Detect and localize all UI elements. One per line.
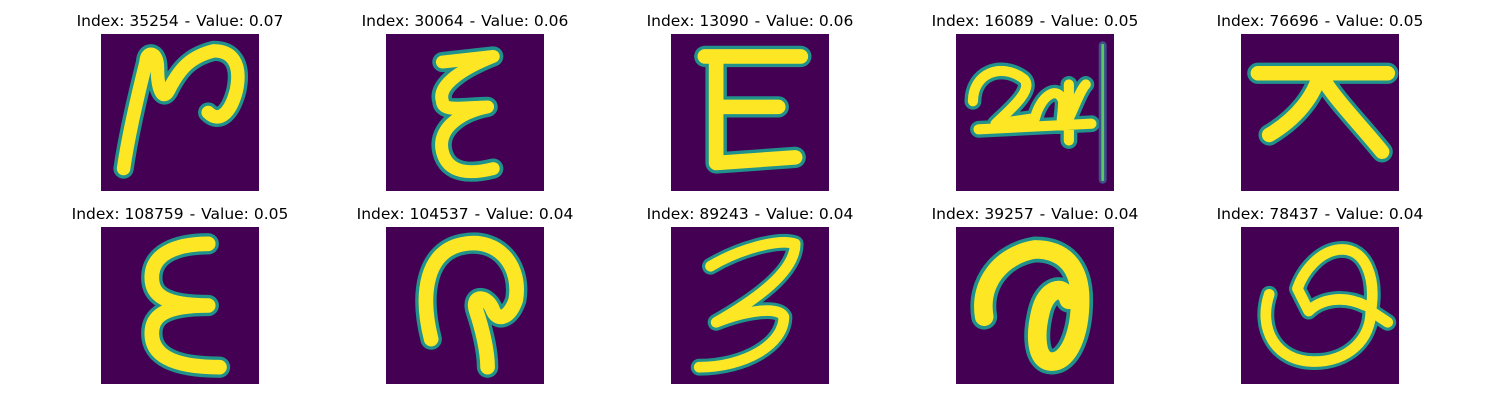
image-panel-9: Index: 39257 - Value: 0.04	[892, 205, 1178, 389]
image-panel-10: Index: 78437 - Value: 0.04	[1177, 205, 1463, 389]
digit-image	[956, 34, 1114, 191]
panel-title: Index: 108759 - Value: 0.05	[37, 205, 323, 223]
panel-title: Index: 39257 - Value: 0.04	[892, 205, 1178, 223]
panel-title: Index: 30064 - Value: 0.06	[322, 12, 608, 30]
digit-image	[956, 227, 1114, 384]
panel-title: Index: 76696 - Value: 0.05	[1177, 12, 1463, 30]
image-panel-1: Index: 35254 - Value: 0.07	[37, 12, 323, 196]
panel-title: Index: 16089 - Value: 0.05	[892, 12, 1178, 30]
panel-title: Index: 104537 - Value: 0.04	[322, 205, 608, 223]
digit-image	[386, 34, 544, 191]
image-panel-4: Index: 16089 - Value: 0.05	[892, 12, 1178, 196]
panel-title: Index: 13090 - Value: 0.06	[607, 12, 893, 30]
digit-image	[101, 34, 259, 191]
image-panel-8: Index: 89243 - Value: 0.04	[607, 205, 893, 389]
image-panel-7: Index: 104537 - Value: 0.04	[322, 205, 608, 389]
image-panel-2: Index: 30064 - Value: 0.06	[322, 12, 608, 196]
digit-image	[1241, 227, 1399, 384]
panel-title: Index: 89243 - Value: 0.04	[607, 205, 893, 223]
digit-image	[671, 34, 829, 191]
panel-title: Index: 78437 - Value: 0.04	[1177, 205, 1463, 223]
digit-image	[101, 227, 259, 384]
image-panel-3: Index: 13090 - Value: 0.06	[607, 12, 893, 196]
image-panel-5: Index: 76696 - Value: 0.05	[1177, 12, 1463, 196]
digit-image	[671, 227, 829, 384]
image-panel-6: Index: 108759 - Value: 0.05	[37, 205, 323, 389]
digit-image	[1241, 34, 1399, 191]
digit-image	[386, 227, 544, 384]
panel-title: Index: 35254 - Value: 0.07	[37, 12, 323, 30]
